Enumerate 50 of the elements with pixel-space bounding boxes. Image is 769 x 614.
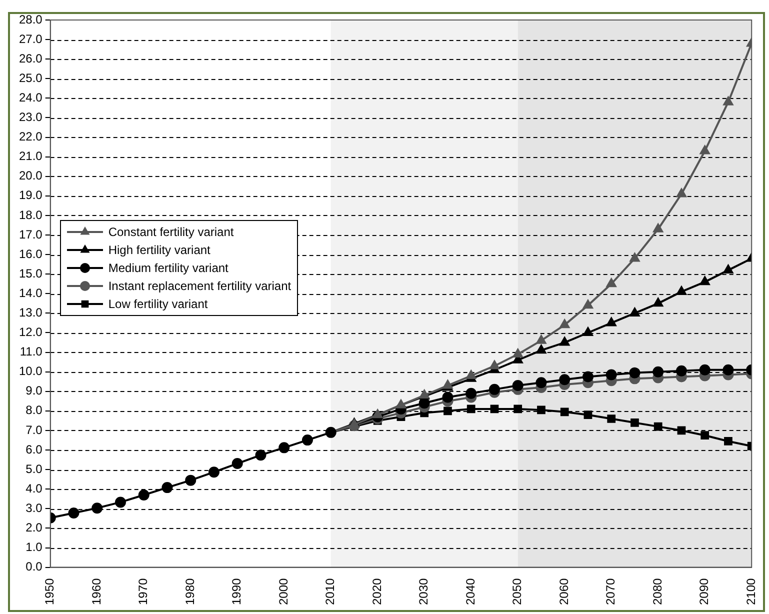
y-tick-label: 24.0: [18, 90, 43, 104]
x-tick-label: 2080: [650, 578, 664, 606]
y-tick-label: 5.0: [26, 462, 43, 476]
y-tick-label: 6.0: [26, 442, 43, 456]
y-tick-label: 20.0: [18, 168, 43, 183]
y-tick-label: 4.0: [26, 481, 43, 496]
y-tick-label: 16.0: [18, 246, 43, 261]
legend-label: Low fertility variant: [108, 296, 208, 313]
x-tick-label: 2050: [510, 578, 524, 606]
x-tick-label: 2100: [744, 578, 758, 606]
y-tick-label: 27.0: [18, 32, 43, 46]
y-tick-label: 10.0: [18, 364, 43, 378]
y-tick-label: 25.0: [18, 70, 43, 85]
x-tick-label: 1990: [230, 578, 244, 606]
y-tick-label: 1.0: [26, 540, 43, 554]
y-tick-label: 9.0: [26, 384, 43, 398]
x-tick-label: 2090: [697, 578, 712, 606]
y-tick-label: 18.0: [18, 208, 43, 222]
x-tick-label: 1950: [42, 578, 57, 606]
y-tick-label: 7.0: [26, 422, 43, 437]
y-tick-label: 21.0: [18, 149, 43, 164]
y-tick-label: 0.0: [26, 560, 43, 574]
legend-label: Constant fertility variant: [108, 224, 234, 241]
y-tick-label: 28.0: [18, 12, 43, 26]
y-tick-label: 26.0: [18, 51, 43, 66]
y-tick-label: 23.0: [18, 110, 43, 124]
x-tick-label: 2030: [416, 578, 431, 606]
x-tick-label: 2020: [370, 578, 384, 606]
x-tick-label: 2060: [556, 578, 571, 606]
y-tick-label: 12.0: [18, 325, 43, 340]
x-tick-label: 2000: [276, 578, 290, 606]
legend-label: High fertility variant: [108, 242, 210, 259]
y-tick-label: 15.0: [18, 266, 43, 280]
x-tick-label: 2010: [323, 578, 338, 606]
y-tick-label: 14.0: [18, 286, 43, 300]
y-tick-label: 19.0: [18, 188, 43, 202]
x-tick-label: 2070: [604, 578, 618, 606]
y-tick-label: 13.0: [18, 306, 43, 320]
y-tick-label: 17.0: [18, 227, 43, 242]
y-tick-label: 2.0: [26, 520, 43, 535]
x-tick-label: 1980: [182, 578, 197, 606]
x-tick-label: 1960: [89, 578, 104, 606]
y-tick-label: 11.0: [20, 344, 43, 359]
legend-label: Instant replacement fertility variant: [108, 278, 292, 295]
y-tick-label: 8.0: [26, 403, 43, 418]
x-tick-label: 2040: [463, 578, 478, 606]
x-tick-label: 1970: [136, 578, 150, 606]
y-tick-label: 3.0: [26, 500, 43, 515]
legend-label: Medium fertility variant: [108, 260, 228, 277]
y-tick-label: 22.0: [18, 130, 43, 144]
